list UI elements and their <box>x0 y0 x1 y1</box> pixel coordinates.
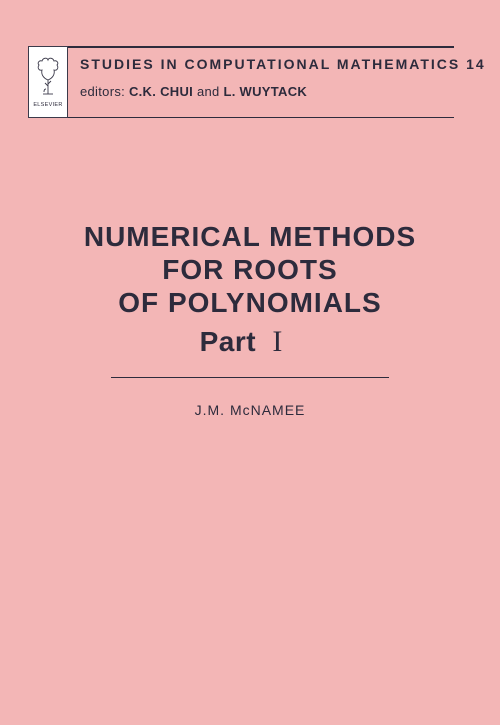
author-name: J.M. McNAMEE <box>0 402 500 418</box>
editors-conjunction: and <box>197 84 220 99</box>
title-part: Part I <box>50 325 450 359</box>
series-volume: 14 <box>466 56 486 72</box>
editor-2: L. WUYTACK <box>223 84 307 99</box>
title-main: NUMERICAL METHODS FOR ROOTS OF POLYNOMIA… <box>50 220 450 319</box>
publisher-logo-box: ELSEVIER <box>28 46 68 118</box>
part-label: Part <box>200 326 256 357</box>
title-line-2: FOR ROOTS <box>50 253 450 286</box>
part-number: I <box>264 325 300 358</box>
editors-label: editors: <box>80 84 125 99</box>
title-underline <box>111 377 389 378</box>
series-title-line: STUDIES IN COMPUTATIONAL MATHEMATICS 14 <box>80 56 486 72</box>
publisher-name: ELSEVIER <box>33 102 62 108</box>
editor-1: C.K. CHUI <box>129 84 193 99</box>
book-cover: ELSEVIER STUDIES IN COMPUTATIONAL MATHEM… <box>0 0 500 725</box>
tree-icon <box>35 56 61 100</box>
title-line-3: OF POLYNOMIALS <box>50 286 450 319</box>
editors-line: editors: C.K. CHUI and L. WUYTACK <box>80 84 307 99</box>
series-title: STUDIES IN COMPUTATIONAL MATHEMATICS <box>80 56 460 72</box>
title-block: NUMERICAL METHODS FOR ROOTS OF POLYNOMIA… <box>50 220 450 378</box>
title-line-1: NUMERICAL METHODS <box>50 220 450 253</box>
